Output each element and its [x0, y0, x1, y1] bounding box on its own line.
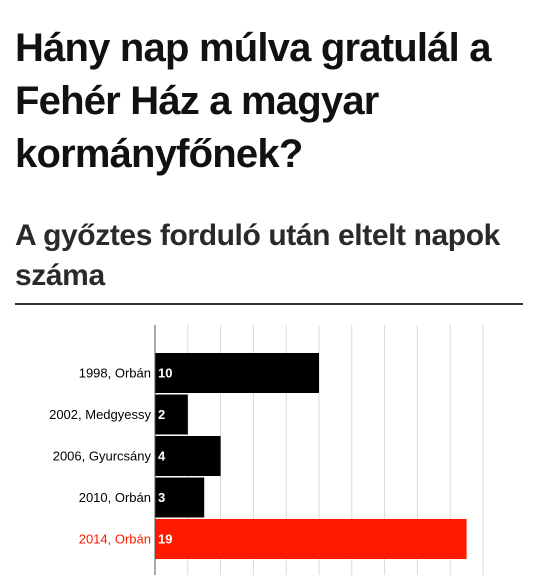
- bar: [155, 353, 319, 393]
- bar: [155, 519, 467, 559]
- value-label: 4: [158, 449, 166, 464]
- title-divider: [15, 303, 523, 305]
- bars: [155, 353, 467, 559]
- bar-chart: 1998, Orbán 2002, Medgyessy 2006, Gyurcsán…: [49, 325, 484, 575]
- value-label: 2: [158, 407, 165, 422]
- category-label: 2010, Orbán: [79, 490, 151, 505]
- bar: [155, 394, 188, 435]
- value-label: 3: [158, 490, 165, 505]
- chart-title: Hány nap múlva gratulál a Fehér Ház a ma…: [15, 26, 492, 176]
- category-label: 2006, Gyurcsány: [53, 449, 152, 464]
- bar: [155, 436, 221, 476]
- value-labels: 10 2 4 3 19: [158, 366, 172, 547]
- category-labels: 1998, Orbán 2002, Medgyessy 2006, Gyurcsán…: [49, 366, 151, 547]
- value-label: 10: [158, 366, 172, 381]
- category-label: 2014, Orbán: [79, 532, 151, 547]
- value-label: 19: [158, 532, 172, 547]
- category-label: 2002, Medgyessy: [49, 407, 151, 422]
- bar: [155, 477, 205, 518]
- chart-subtitle: A győztes forduló után eltelt napok szám…: [15, 219, 500, 292]
- category-label: 1998, Orbán: [79, 366, 151, 381]
